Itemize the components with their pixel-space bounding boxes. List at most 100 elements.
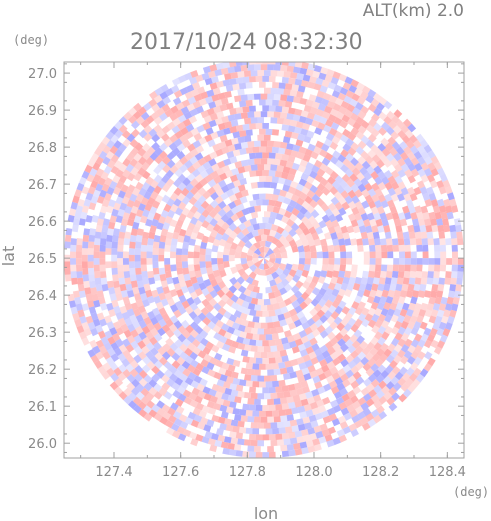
radar-cell: [407, 383, 417, 393]
radar-cell: [223, 254, 229, 262]
radar-cell: [255, 404, 263, 411]
radar-cell: [345, 354, 355, 364]
radar-cell: [424, 156, 433, 165]
radar-cell: [276, 88, 284, 95]
radar-cell: [404, 211, 412, 220]
radar-cell: [265, 428, 273, 435]
radar-cell: [96, 218, 104, 226]
radar-cell: [326, 270, 334, 278]
radar-cell: [414, 162, 423, 172]
radar-cell: [319, 358, 328, 368]
radar-cell: [367, 200, 376, 209]
radar-cell: [336, 185, 345, 194]
radar-cell: [199, 177, 209, 187]
radar-cell: [72, 290, 80, 298]
radar-cell: [231, 340, 240, 349]
radar-cell: [457, 271, 464, 279]
radar-cell: [449, 309, 457, 318]
radar-cell: [224, 338, 234, 347]
radar-cell: [260, 416, 268, 423]
radar-cell: [234, 113, 242, 120]
radar-cell: [377, 325, 387, 335]
radar-cell: [134, 254, 141, 262]
radar-cell: [288, 199, 298, 208]
radar-cell: [285, 233, 294, 243]
radar-cell: [374, 319, 383, 329]
radar-cell: [115, 215, 123, 223]
radar-cell: [274, 170, 283, 178]
radar-cell: [365, 139, 375, 149]
radar-cell: [268, 62, 276, 65]
radar-cell: [197, 350, 207, 359]
radar-cell: [174, 339, 184, 348]
radar-cell: [371, 113, 380, 122]
radar-cell: [284, 210, 293, 219]
radar-cell: [273, 350, 281, 358]
radar-cell: [297, 405, 306, 413]
radar-cell: [328, 294, 337, 303]
radar-cell: [409, 271, 417, 279]
radar-cell: [282, 184, 291, 192]
radar-cell: [218, 141, 227, 149]
radar-cell: [208, 407, 217, 416]
radar-cell: [350, 380, 360, 390]
radar-cell: [311, 328, 321, 338]
radar-cell: [293, 96, 301, 104]
radar-cell: [344, 398, 354, 407]
radar-cell: [104, 315, 112, 324]
radar-cell: [288, 340, 297, 349]
radar-cell: [114, 287, 122, 295]
x-axis-title: lon: [254, 504, 278, 521]
radar-cell: [344, 270, 352, 278]
radar-cell: [283, 197, 292, 205]
radar-cell: [234, 142, 242, 151]
radar-cell: [106, 234, 113, 243]
radar-cell: [196, 276, 204, 285]
radar-cell: [133, 215, 142, 224]
radar-cell: [115, 311, 124, 320]
radar-cell: [145, 392, 155, 401]
radar-cell: [372, 369, 382, 378]
radar-cell: [170, 423, 180, 432]
radar-cell: [255, 75, 263, 82]
radar-cell: [316, 109, 325, 117]
radar-cell: [420, 162, 430, 171]
radar-cell: [242, 403, 250, 411]
radar-cell: [170, 303, 179, 313]
radar-cell: [369, 251, 376, 259]
radar-cell: [438, 277, 446, 285]
radar-cell: [394, 371, 404, 381]
radar-cell: [321, 350, 331, 359]
radar-cell: [286, 113, 294, 120]
radar-cell: [396, 231, 404, 239]
radar-cell: [384, 193, 393, 202]
radar-cell: [275, 267, 284, 276]
radar-cell: [123, 111, 133, 121]
radar-cell: [308, 215, 317, 225]
radar-cell: [235, 432, 243, 440]
radar-cell: [292, 394, 301, 402]
radar-cell: [133, 354, 142, 364]
radar-cell: [430, 168, 439, 177]
radar-cell: [381, 289, 389, 298]
radar-cell: [257, 440, 264, 447]
radar-cell: [108, 199, 116, 208]
radar-cell: [85, 315, 94, 324]
radar-cell: [143, 412, 153, 422]
radar-cell: [401, 372, 411, 382]
radar-cell: [446, 258, 453, 265]
radar-cell: [332, 238, 340, 246]
radar-cell: [188, 115, 198, 124]
radar-cell: [100, 238, 107, 246]
radar-cell: [98, 345, 108, 355]
radar-cell: [439, 244, 447, 252]
radar-cell: [245, 129, 253, 136]
radar-cell: [303, 403, 312, 412]
y-tick-label: 27.0: [28, 67, 57, 82]
radar-cell: [275, 356, 283, 364]
radar-cell: [366, 295, 375, 304]
radar-cell: [165, 169, 174, 179]
radar-cell: [209, 229, 218, 238]
radar-cell: [365, 412, 375, 422]
radar-cell: [177, 121, 186, 131]
